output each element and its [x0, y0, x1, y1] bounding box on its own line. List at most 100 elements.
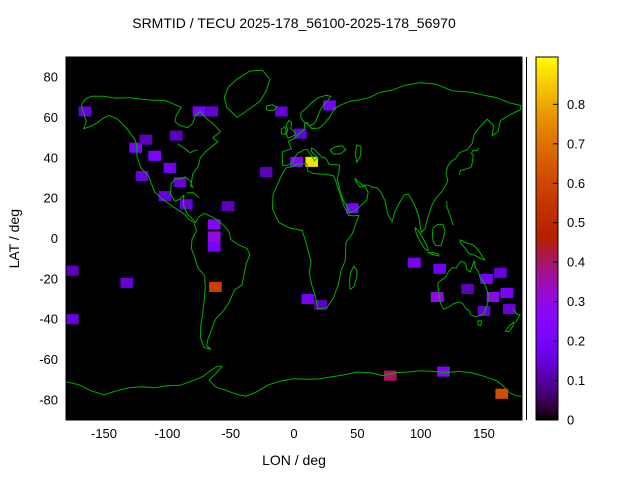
heatmap-cell — [500, 287, 514, 298]
plot-area — [66, 57, 522, 420]
heatmap-cell — [383, 370, 397, 381]
heatmap-cell — [301, 293, 315, 305]
y-tick-label: 40 — [44, 150, 58, 165]
heatmap-cell — [163, 162, 177, 173]
y-tick-label: -80 — [39, 392, 58, 407]
heatmap-cell — [169, 130, 183, 141]
heatmap-cell — [480, 273, 493, 284]
heatmap-cell — [221, 201, 235, 212]
heatmap-cell — [207, 219, 221, 230]
y-tick-label: 80 — [44, 70, 58, 85]
coastline — [431, 223, 446, 247]
x-tick-label: 150 — [473, 426, 495, 441]
heatmap-cell — [433, 263, 446, 274]
heatmap-cell — [66, 265, 79, 276]
heatmap-cell — [129, 142, 142, 153]
heatmap-cells — [66, 100, 516, 399]
x-tick-label: 100 — [410, 426, 432, 441]
heatmap-cell — [437, 366, 450, 377]
x-tick-label: -50 — [221, 426, 240, 441]
y-tick-label: -40 — [39, 312, 58, 327]
x-tick-label: -100 — [154, 426, 180, 441]
heatmap-cell — [408, 257, 421, 268]
chart-title: SRMTID / TECU 2025-178_56100-2025-178_56… — [132, 15, 456, 31]
colorbar-tick-label: 0.7 — [567, 136, 585, 151]
heatmap-cell — [259, 166, 273, 177]
heatmap-cell — [461, 283, 474, 294]
heatmap-cell — [173, 176, 187, 188]
coastline — [329, 145, 347, 155]
coastline — [427, 251, 440, 257]
heatmap-cell — [120, 277, 134, 288]
coastline — [265, 104, 278, 111]
coastline — [186, 191, 200, 198]
heatmap-cell — [294, 128, 307, 139]
heatmap-cell — [486, 291, 500, 303]
heatmap-cell — [78, 106, 92, 117]
heatmap-cell — [430, 291, 444, 303]
coastline — [354, 144, 362, 164]
heatmap-cell — [323, 100, 336, 111]
heatmap-cell — [477, 306, 491, 317]
coastline — [80, 95, 251, 350]
colorbar-tick-label: 0.6 — [567, 176, 585, 191]
heatmap-cell — [158, 191, 172, 202]
coastline — [446, 201, 455, 226]
coastline — [512, 308, 521, 323]
heatmap-cell — [207, 231, 221, 242]
coastline — [66, 365, 522, 397]
coastline — [300, 94, 332, 127]
plot-border — [65, 56, 523, 421]
coastline — [477, 320, 483, 327]
coastline — [348, 265, 358, 290]
heatmap-cell — [495, 388, 509, 399]
heatmap-cell — [290, 156, 303, 167]
heatmap-cell — [66, 314, 79, 325]
y-axis-title-wrap: LAT / deg — [6, 57, 22, 420]
x-tick-label: 0 — [290, 426, 297, 441]
colorbar-tick-label: 0.4 — [567, 255, 585, 270]
heatmap-cell — [192, 106, 206, 117]
colorbar-tick-label: 0.3 — [567, 294, 585, 309]
heatmap-cell — [494, 267, 507, 278]
colorbar-tick-label: 0.8 — [567, 97, 585, 112]
y-axis-title: LAT / deg — [6, 208, 22, 269]
x-tick-label: 50 — [350, 426, 364, 441]
heatmap-cell — [180, 199, 193, 210]
heatmap-cell — [139, 134, 153, 145]
coastline — [223, 69, 271, 118]
coastline — [437, 260, 489, 318]
coastline — [271, 162, 360, 310]
heatmap-cell — [305, 156, 319, 167]
heatmap-cell — [135, 170, 149, 182]
coastline — [414, 227, 430, 252]
y-tick-label: -60 — [39, 352, 58, 367]
coastline — [177, 143, 198, 154]
x-axis-title: LON / deg — [262, 452, 326, 468]
y-tick-label: 0 — [51, 231, 58, 246]
heatmap-cell — [148, 150, 161, 161]
heatmap-cell — [314, 300, 327, 311]
y-tick-label: 20 — [44, 191, 58, 206]
heatmap-cell — [345, 203, 359, 214]
x-tick-label: -150 — [91, 426, 117, 441]
coastlines — [66, 69, 522, 397]
coastline — [281, 82, 522, 234]
heatmap-cell — [205, 106, 218, 117]
coastline — [458, 147, 480, 176]
heatmap-cell — [209, 281, 222, 292]
coastline — [280, 126, 287, 135]
colorbar — [535, 56, 559, 421]
y-tick-label: 60 — [44, 110, 58, 125]
colorbar-tick-label: 0.1 — [567, 373, 585, 388]
colorbar-tick-label: 0.2 — [567, 334, 585, 349]
coastline — [285, 119, 297, 139]
coastline — [504, 321, 515, 333]
coastline — [459, 239, 486, 261]
colorbar-tick-label: 0 — [567, 413, 574, 428]
colorbar-tick-label: 0.5 — [567, 215, 585, 230]
heatmap-cell — [207, 241, 221, 252]
y-tick-label: -20 — [39, 271, 58, 286]
